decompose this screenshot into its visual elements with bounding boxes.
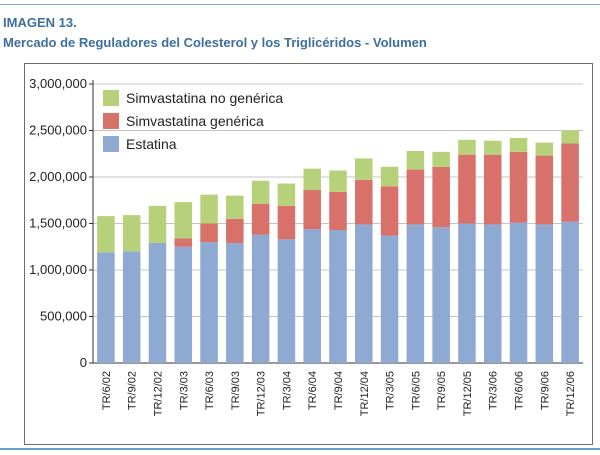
bar-segment-estatina (355, 224, 373, 363)
bar-segment-simvastatina-no-gen-rica (277, 183, 296, 206)
bar-segment-simvastatina-no-gen-rica (148, 205, 167, 244)
bar-segment-simvastatina-gen-rica (483, 154, 502, 225)
y-tick-label: 1,000,000 (29, 262, 87, 277)
bar-segment-simvastatina-no-gen-rica (251, 180, 270, 204)
bar-segment-estatina (432, 227, 450, 363)
bar-segment-simvastatina-no-gen-rica (432, 151, 450, 167)
bar-segment-simvastatina-gen-rica (277, 205, 296, 240)
bar-segment-simvastatina-gen-rica (303, 190, 321, 230)
chart-frame: 0 500,000 1,000,000 1,500,000 2,000,000 2,500… (24, 63, 593, 445)
bar-segment-simvastatina-gen-rica (509, 151, 528, 223)
x-tick-label: TR/9/06 (539, 371, 551, 410)
x-tick-label: TR/12/04 (359, 371, 371, 416)
bar-segment-estatina (406, 224, 425, 363)
y-tick-label: 1,500,000 (29, 216, 87, 231)
bar-segment-estatina (122, 251, 141, 363)
bar-segment-simvastatina-no-gen-rica (355, 158, 373, 180)
bar-segment-simvastatina-no-gen-rica (303, 168, 321, 191)
bar-segment-estatina (97, 252, 115, 363)
bar-segment-simvastatina-no-gen-rica (483, 140, 502, 155)
bar-segment-estatina (277, 239, 296, 363)
bar-segment-simvastatina-no-gen-rica (122, 215, 141, 252)
x-tick-label: TR/3/06 (488, 371, 500, 410)
y-tick-label: 500,000 (40, 309, 87, 324)
bar-segment-estatina (174, 246, 193, 363)
bar-segment-simvastatina-gen-rica (355, 179, 373, 225)
x-tick-label: TR/12/02 (152, 371, 164, 416)
bar-segment-simvastatina-gen-rica (251, 203, 270, 235)
x-tick-label: TR/3/05 (385, 371, 397, 410)
figure-title: Mercado de Reguladores del Colesterol y … (3, 35, 427, 50)
y-tick-label: 3,000,000 (29, 76, 87, 91)
x-tick-label: TR/12/03 (256, 371, 268, 416)
stacked-bar-chart: 0 500,000 1,000,000 1,500,000 2,000,000 2,500… (29, 76, 583, 416)
bar-segment-simvastatina-no-gen-rica (174, 202, 193, 239)
bar-segment-estatina (226, 243, 244, 363)
legend-label: Simvastatina no genérica (126, 90, 283, 106)
bar-segment-estatina (380, 235, 399, 363)
legend-swatch (103, 90, 119, 106)
bar-segment-estatina (458, 223, 476, 363)
bar-segment-estatina (200, 242, 218, 363)
y-tick-label: 2,500,000 (29, 123, 87, 138)
bar-segment-simvastatina-no-gen-rica (458, 139, 476, 155)
bar-segment-simvastatina-gen-rica (200, 223, 218, 243)
bar-segment-simvastatina-gen-rica (174, 238, 193, 247)
top-rule (0, 4, 600, 5)
bar-segment-estatina (148, 243, 167, 363)
bar-segment-simvastatina-no-gen-rica (561, 130, 579, 144)
x-tick-label: TR/12/06 (565, 371, 577, 416)
figure-label: IMAGEN 13. (3, 15, 77, 30)
legend-swatch (103, 113, 119, 129)
bar-segment-simvastatina-gen-rica (535, 155, 554, 225)
bar-segment-simvastatina-no-gen-rica (226, 195, 244, 219)
bar-segment-estatina (483, 224, 502, 363)
bar-segment-simvastatina-no-gen-rica (97, 216, 115, 253)
x-tick-label: TR/6/06 (514, 371, 526, 410)
bar-segment-estatina (329, 230, 347, 363)
legend-label: Simvastatina genérica (126, 113, 264, 129)
bar-segment-estatina (535, 224, 554, 363)
bar-segment-estatina (561, 221, 579, 363)
bar-segment-simvastatina-no-gen-rica (509, 137, 528, 152)
bar-segment-simvastatina-no-gen-rica (329, 170, 347, 192)
bar-segment-simvastatina-gen-rica (432, 166, 450, 228)
bar-segment-simvastatina-no-gen-rica (535, 142, 554, 156)
bar-segment-estatina (509, 222, 528, 363)
bottom-rule (0, 448, 600, 450)
y-tick-label: 2,000,000 (29, 169, 87, 184)
x-tick-label: TR/9/05 (436, 371, 448, 410)
bar-segment-simvastatina-gen-rica (329, 191, 347, 231)
x-tick-label: TR/3/04 (281, 371, 293, 410)
bar-segment-simvastatina-no-gen-rica (380, 166, 399, 187)
x-tick-label: TR/3/03 (178, 371, 190, 410)
bar-segment-simvastatina-gen-rica (226, 218, 244, 244)
legend-label: Estatina (126, 136, 177, 152)
y-tick-label: 0 (80, 355, 87, 370)
bar-segment-simvastatina-gen-rica (458, 154, 476, 224)
x-tick-label: TR/6/04 (307, 371, 319, 410)
x-tick-label: TR/9/04 (333, 371, 345, 410)
x-tick-label: TR/6/03 (204, 371, 216, 410)
legend-swatch (103, 136, 119, 152)
bar-segment-simvastatina-gen-rica (380, 186, 399, 236)
x-tick-label: TR/6/02 (101, 371, 113, 410)
bar-segment-simvastatina-no-gen-rica (200, 194, 218, 224)
x-tick-label: TR/12/05 (462, 371, 474, 416)
x-tick-label: TR/9/03 (230, 371, 242, 410)
x-tick-label: TR/6/05 (410, 371, 422, 410)
bar-segment-simvastatina-gen-rica (561, 143, 579, 222)
bar-segment-simvastatina-no-gen-rica (406, 150, 425, 170)
bar-segment-estatina (251, 234, 270, 363)
bar-segment-simvastatina-gen-rica (406, 169, 425, 225)
bar-segment-estatina (303, 229, 321, 363)
x-tick-label: TR/9/02 (127, 371, 139, 410)
